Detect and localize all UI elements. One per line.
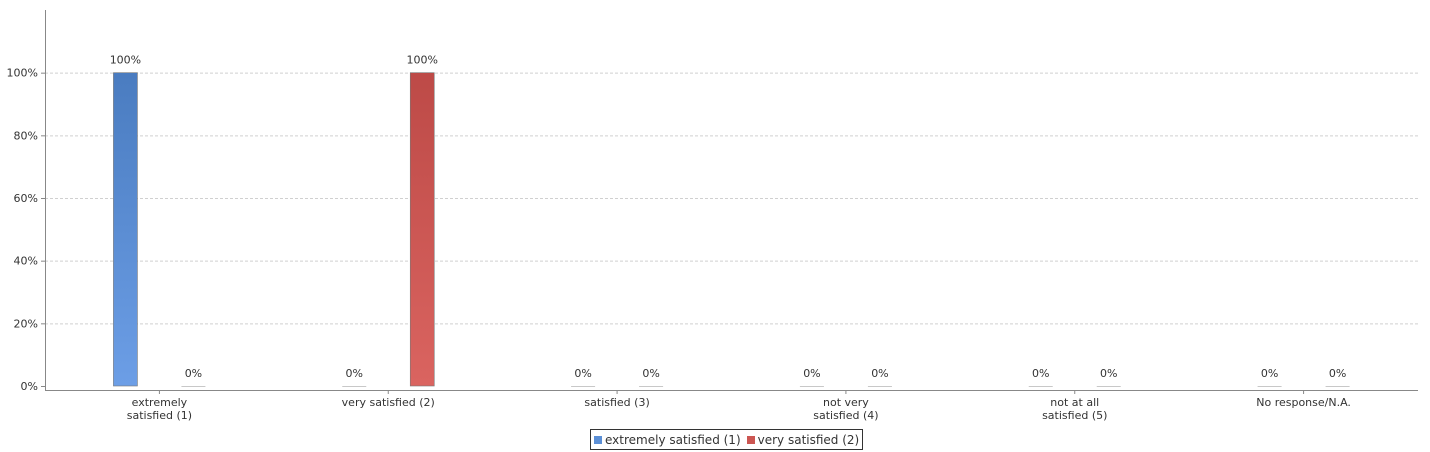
y-tick-label: 20% [14, 317, 38, 330]
data-label: 0% [1032, 367, 1049, 380]
x-tick-label: extremely [132, 396, 188, 409]
data-label: 0% [1261, 367, 1278, 380]
legend: extremely satisfied (1) very satisfied (2… [590, 429, 864, 450]
data-label: 0% [574, 367, 591, 380]
data-label: 100% [110, 54, 141, 67]
data-label: 0% [1100, 367, 1117, 380]
data-label: 0% [346, 367, 363, 380]
x-tick-label: No response/N.A. [1256, 396, 1351, 409]
legend-item: very satisfied (2) [746, 432, 860, 447]
x-tick-label: satisfied (1) [127, 409, 192, 422]
y-tick-label: 0% [21, 380, 38, 393]
data-label: 0% [185, 367, 202, 380]
y-tick-label: 40% [14, 255, 38, 268]
bar [113, 72, 138, 387]
data-label: 0% [642, 367, 659, 380]
data-label: 100% [407, 54, 438, 67]
bar [409, 72, 435, 387]
bars [113, 72, 1350, 387]
x-tick-label: very satisfied (2) [342, 396, 435, 409]
y-tick-label: 60% [14, 192, 38, 205]
data-labels: 100% 0% 0% 100% 0% 0% 0% 0% 0% 0% 0% 0% [110, 54, 1347, 380]
legend-item: extremely satisfied (1) [594, 433, 741, 447]
data-label: 0% [1329, 367, 1346, 380]
legend-swatch [746, 435, 755, 444]
x-tick-label: satisfied (4) [813, 409, 878, 422]
x-tick-label: not at all [1050, 396, 1099, 409]
gridlines [45, 72, 1418, 325]
data-label: 0% [871, 367, 888, 380]
x-tick-label: satisfied (5) [1042, 409, 1107, 422]
legend-label: extremely satisfied (1) [605, 432, 741, 447]
x-tick-label: satisfied (3) [584, 396, 649, 409]
y-tick-label: 100% [7, 67, 38, 80]
legend-label: very satisfied (2) [757, 432, 860, 447]
y-tick-label: 80% [14, 129, 38, 142]
legend-swatch [594, 435, 602, 444]
x-tick-label: not very [823, 396, 869, 409]
data-label: 0% [803, 367, 820, 380]
